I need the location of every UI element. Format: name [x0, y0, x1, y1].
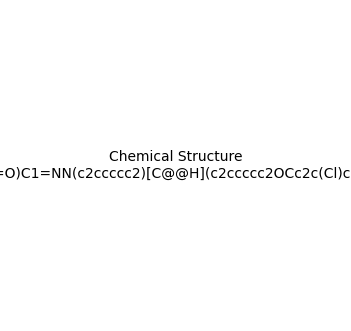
Text: Chemical Structure
CC(=O)C1=NN(c2ccccc2)[C@@H](c2ccccc2OCc2c(Cl)cccc2: Chemical Structure CC(=O)C1=NN(c2ccccc2)…: [0, 150, 351, 181]
